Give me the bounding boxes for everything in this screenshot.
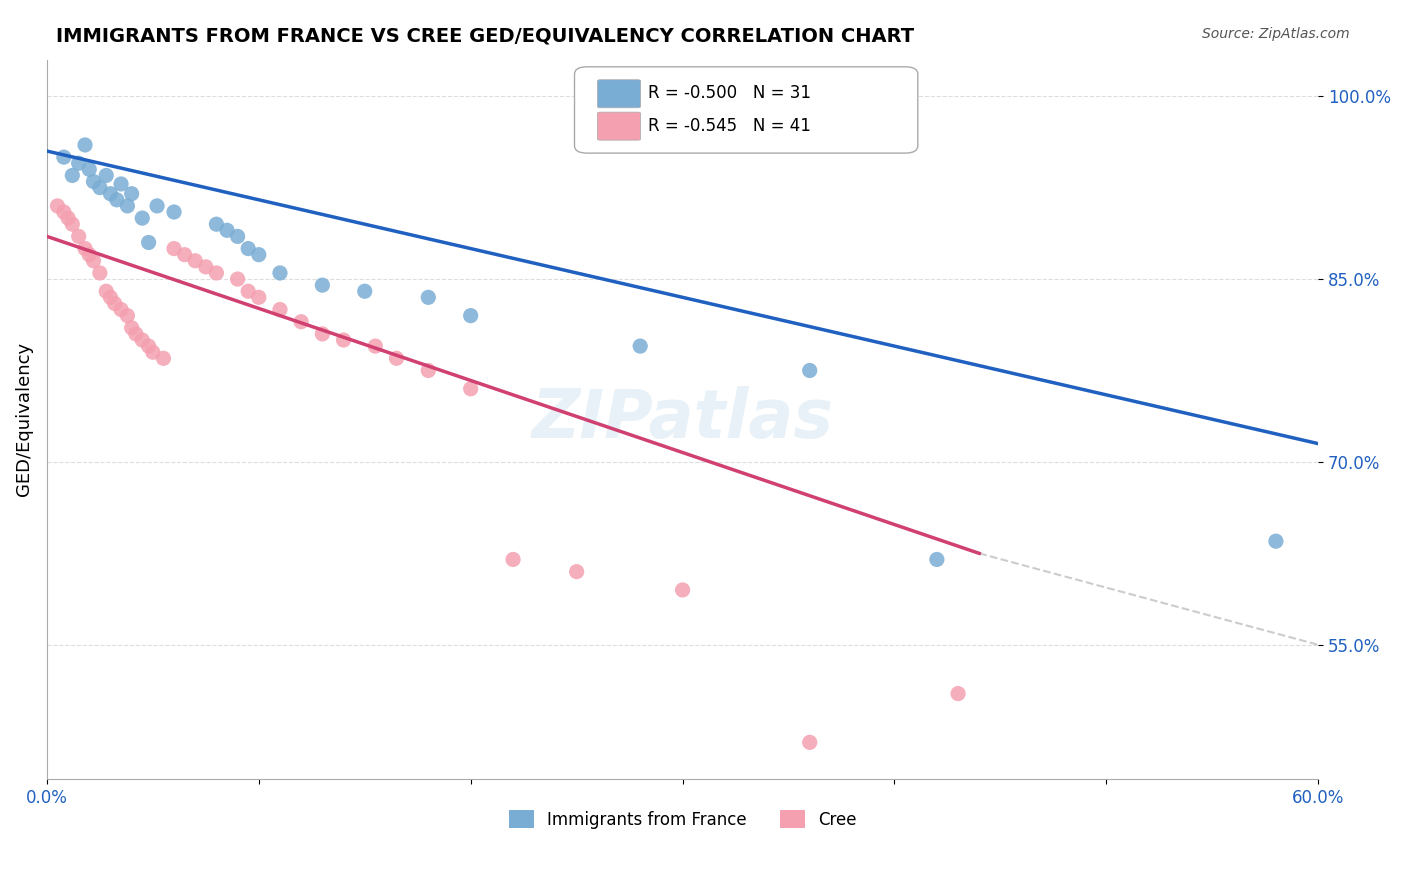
Point [226,272,249,286]
Point [385,351,408,366]
Point [184,253,207,268]
Point [125,326,148,341]
Point [105,193,128,207]
Point [418,290,440,304]
Point [353,285,375,299]
Point [238,285,260,299]
Point [215,223,238,237]
Point [83,174,105,188]
Point [121,321,143,335]
Point [502,552,524,566]
Point [110,177,132,191]
Point [799,735,821,749]
Text: R = -0.545   N = 41: R = -0.545 N = 41 [648,117,811,135]
Point [96,169,118,183]
Point [205,266,228,280]
Text: R = -0.500   N = 31: R = -0.500 N = 31 [648,85,811,103]
Point [104,296,127,310]
Point [60,217,83,231]
Point [460,309,482,323]
Point [131,211,153,225]
Point [418,363,440,377]
Point [146,199,169,213]
Point [290,315,312,329]
Point [311,326,333,341]
Point [205,217,228,231]
Point [73,242,96,256]
Point [110,302,132,317]
Legend: Immigrants from France, Cree: Immigrants from France, Cree [502,804,863,835]
Point [946,687,969,701]
Point [163,242,186,256]
FancyBboxPatch shape [575,67,918,153]
Point [1264,534,1286,549]
Point [89,180,111,194]
Point [138,235,160,250]
Point [52,150,75,164]
Text: IMMIGRANTS FROM FRANCE VS CREE GED/EQUIVALENCY CORRELATION CHART: IMMIGRANTS FROM FRANCE VS CREE GED/EQUIV… [56,27,914,45]
Point [194,260,217,274]
Point [269,266,291,280]
Point [138,339,160,353]
Point [163,205,186,219]
Point [247,290,270,304]
Point [131,333,153,347]
Point [142,345,165,359]
Point [117,199,139,213]
Point [364,339,387,353]
Point [332,333,354,347]
Point [56,211,79,225]
Point [671,582,693,597]
Point [117,309,139,323]
Point [311,278,333,293]
Point [925,552,948,566]
Point [67,156,90,170]
Point [247,248,270,262]
Point [100,186,122,201]
Point [238,242,260,256]
Point [77,162,100,177]
Point [60,169,83,183]
Y-axis label: GED/Equivalency: GED/Equivalency [15,343,32,496]
Point [269,302,291,317]
Point [121,186,143,201]
Point [628,339,651,353]
Point [73,137,96,152]
Point [52,205,75,219]
Point [173,248,195,262]
FancyBboxPatch shape [598,79,641,108]
Point [46,199,69,213]
Point [152,351,174,366]
Point [96,285,118,299]
Point [89,266,111,280]
Text: Source: ZipAtlas.com: Source: ZipAtlas.com [1202,27,1350,41]
Point [77,248,100,262]
Point [565,565,588,579]
Text: ZIPatlas: ZIPatlas [531,386,834,452]
Point [100,290,122,304]
Point [799,363,821,377]
Point [83,253,105,268]
Point [67,229,90,244]
FancyBboxPatch shape [598,112,641,140]
Point [460,382,482,396]
Point [226,229,249,244]
